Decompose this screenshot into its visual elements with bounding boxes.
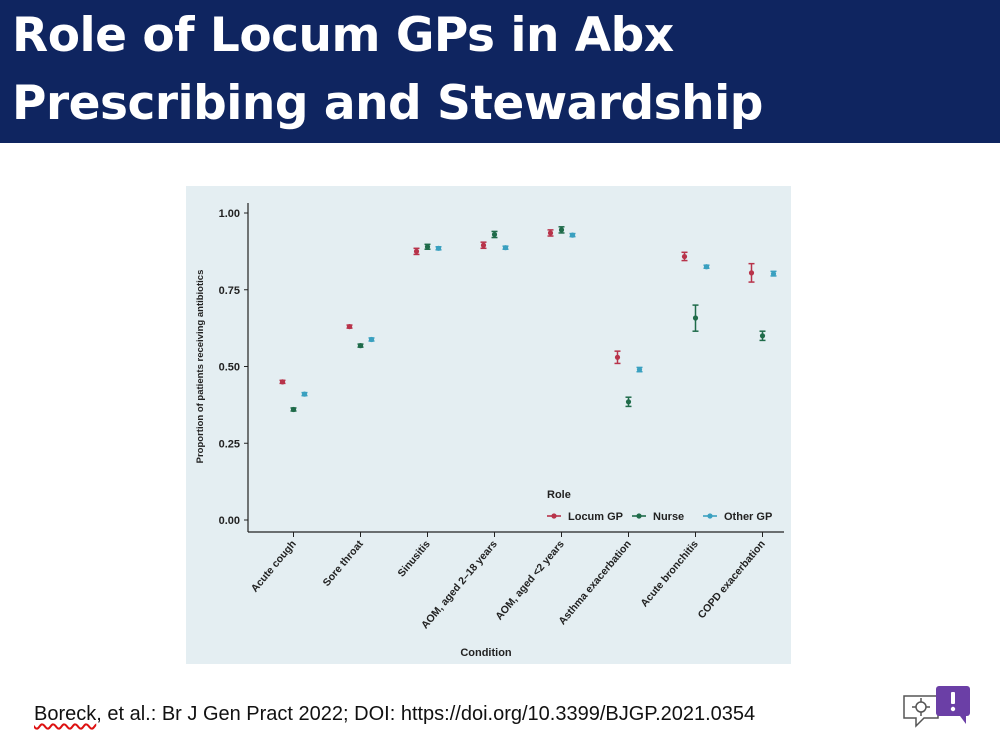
- data-point: [547, 230, 554, 236]
- y-tick-label: 0.50: [219, 362, 240, 374]
- data-point: [692, 315, 699, 321]
- data-point: [681, 253, 688, 260]
- data-point: [435, 245, 442, 251]
- legend-swatch-dot: [551, 513, 557, 519]
- x-tick-label: Acute cough: [249, 538, 299, 594]
- slide-title: Role of Locum GPs in Abx Prescribing and…: [12, 2, 763, 138]
- x-tick-label: COPD exacerbation: [696, 538, 768, 621]
- data-point: [480, 242, 487, 248]
- data-point: [357, 343, 364, 349]
- y-tick-label: 0.75: [219, 285, 240, 297]
- data-point: [368, 336, 375, 343]
- data-point: [502, 245, 509, 251]
- x-tick-label: AOM, aged 2–18 years: [419, 538, 500, 631]
- data-point: [569, 232, 576, 238]
- data-point: [413, 248, 420, 254]
- y-tick-label: 1.00: [219, 208, 240, 220]
- y-tick-label: 0.00: [219, 515, 240, 527]
- legend-swatch-dot: [636, 513, 642, 519]
- citation-author: Boreck: [34, 703, 97, 725]
- data-point: [558, 227, 565, 233]
- data-point: [614, 354, 621, 360]
- y-tick-label: 0.25: [219, 438, 240, 450]
- data-point: [491, 231, 498, 238]
- x-axis-label: Condition: [460, 647, 512, 659]
- data-point: [301, 391, 308, 397]
- x-tick-label: Asthma exacerbation: [556, 538, 633, 627]
- x-tick-label: Sore throat: [321, 538, 367, 589]
- title-banner: Role of Locum GPs in Abx Prescribing and…: [0, 0, 1000, 143]
- data-point: [290, 406, 297, 413]
- data-point: [770, 271, 777, 277]
- data-point: [346, 323, 353, 330]
- x-tick-label: Acute bronchitis: [638, 538, 701, 609]
- legend-label: Other GP: [724, 511, 772, 523]
- x-tick-label: AOM, aged <2 years: [493, 538, 567, 623]
- legend-label: Nurse: [653, 511, 684, 523]
- data-point: [279, 379, 286, 385]
- data-point: [625, 399, 632, 405]
- legend-label: Locum GP: [568, 511, 623, 523]
- chart: 0.00 0.25 0.50 0.75 1.00 Proportion of patien…: [195, 203, 784, 659]
- citation-text: , et al.: Br J Gen Pract 2022; DOI: http…: [96, 703, 756, 725]
- legend-title: Role: [547, 489, 571, 501]
- data-point: [748, 270, 755, 276]
- x-tick-label: Sinusitis: [395, 538, 432, 579]
- data-point: [703, 264, 710, 270]
- y-axis-label: Proportion of patients receiving antibio…: [195, 270, 206, 464]
- data-point: [759, 333, 766, 339]
- slide-title-line-1: Role of Locum GPs in Abx: [12, 8, 674, 63]
- data-point: [424, 244, 431, 250]
- data-point: [636, 366, 643, 373]
- slide-title-line-2: Prescribing and Stewardship: [12, 76, 763, 131]
- citation: Boreck, et al.: Br J Gen Pract 2022; DOI…: [34, 703, 755, 726]
- chart-panel: 0.00 0.25 0.50 0.75 1.00 Proportion of patien…: [186, 186, 791, 664]
- legend-swatch-dot: [707, 513, 713, 519]
- feedback-chat-icon[interactable]: [900, 684, 978, 732]
